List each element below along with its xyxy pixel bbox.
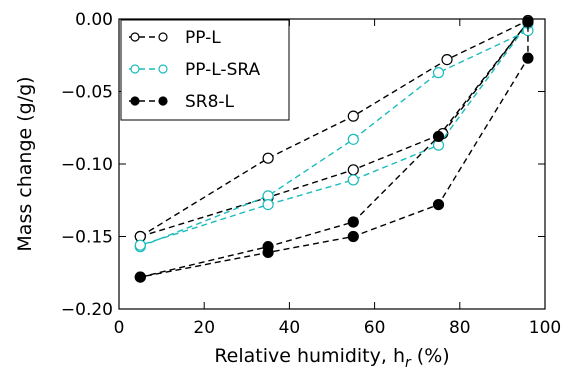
- data-point: [347, 230, 359, 243]
- data-point: [262, 152, 274, 164]
- data-point: [432, 67, 445, 79]
- data-point: [347, 216, 359, 228]
- y-tick-label: −0.20: [61, 300, 113, 320]
- x-axis-label: Relative humidity, hr (%): [214, 345, 449, 371]
- axes-layer: 0 20 40 60 80 100 0.00 −0.05 −0.10 −0.15 −0.20 Rela…: [14, 10, 561, 371]
- data-point: [347, 133, 359, 145]
- legend-marker: [130, 32, 140, 42]
- y-tick-label: −0.10: [61, 155, 113, 175]
- data-point: [134, 271, 146, 283]
- x-tick-label: 40: [279, 318, 301, 338]
- y-tick-label: 0.00: [75, 10, 113, 30]
- legend-label: SR8-L: [185, 92, 235, 112]
- series-line: [140, 19, 529, 278]
- x-tick-label: 60: [364, 318, 386, 338]
- data-point: [262, 246, 274, 259]
- y-tick-label: −0.05: [61, 83, 113, 103]
- legend: PP-L PP-L-SRA SR8-L: [120, 19, 290, 121]
- legend-marker: [130, 96, 140, 106]
- legend-entry: PP-L-SRA: [129, 60, 260, 80]
- x-tick-label: 20: [193, 318, 215, 338]
- x-tick-label: 80: [449, 318, 471, 338]
- legend-marker: [158, 32, 168, 42]
- data-point: [432, 199, 445, 211]
- data-point: [522, 52, 534, 64]
- y-tick-label: −0.15: [61, 228, 113, 248]
- data-point: [432, 130, 445, 143]
- data-point: [347, 110, 359, 122]
- legend-label: PP-L: [185, 28, 221, 48]
- legend-marker: [158, 96, 168, 106]
- data-point: [441, 53, 453, 66]
- x-tick-label: 0: [114, 318, 125, 338]
- legend-entry: SR8-L: [129, 92, 235, 112]
- data-point: [134, 239, 146, 251]
- x-tick-label: 100: [529, 318, 561, 338]
- legend-marker: [158, 64, 168, 74]
- legend-marker: [130, 64, 140, 74]
- data-point: [262, 199, 274, 211]
- data-point: [347, 174, 359, 186]
- legend-entry: PP-L: [129, 28, 221, 48]
- y-axis-label: Mass change (g/g): [14, 76, 36, 251]
- data-point: [347, 164, 359, 176]
- legend-label: PP-L-SRA: [185, 60, 260, 80]
